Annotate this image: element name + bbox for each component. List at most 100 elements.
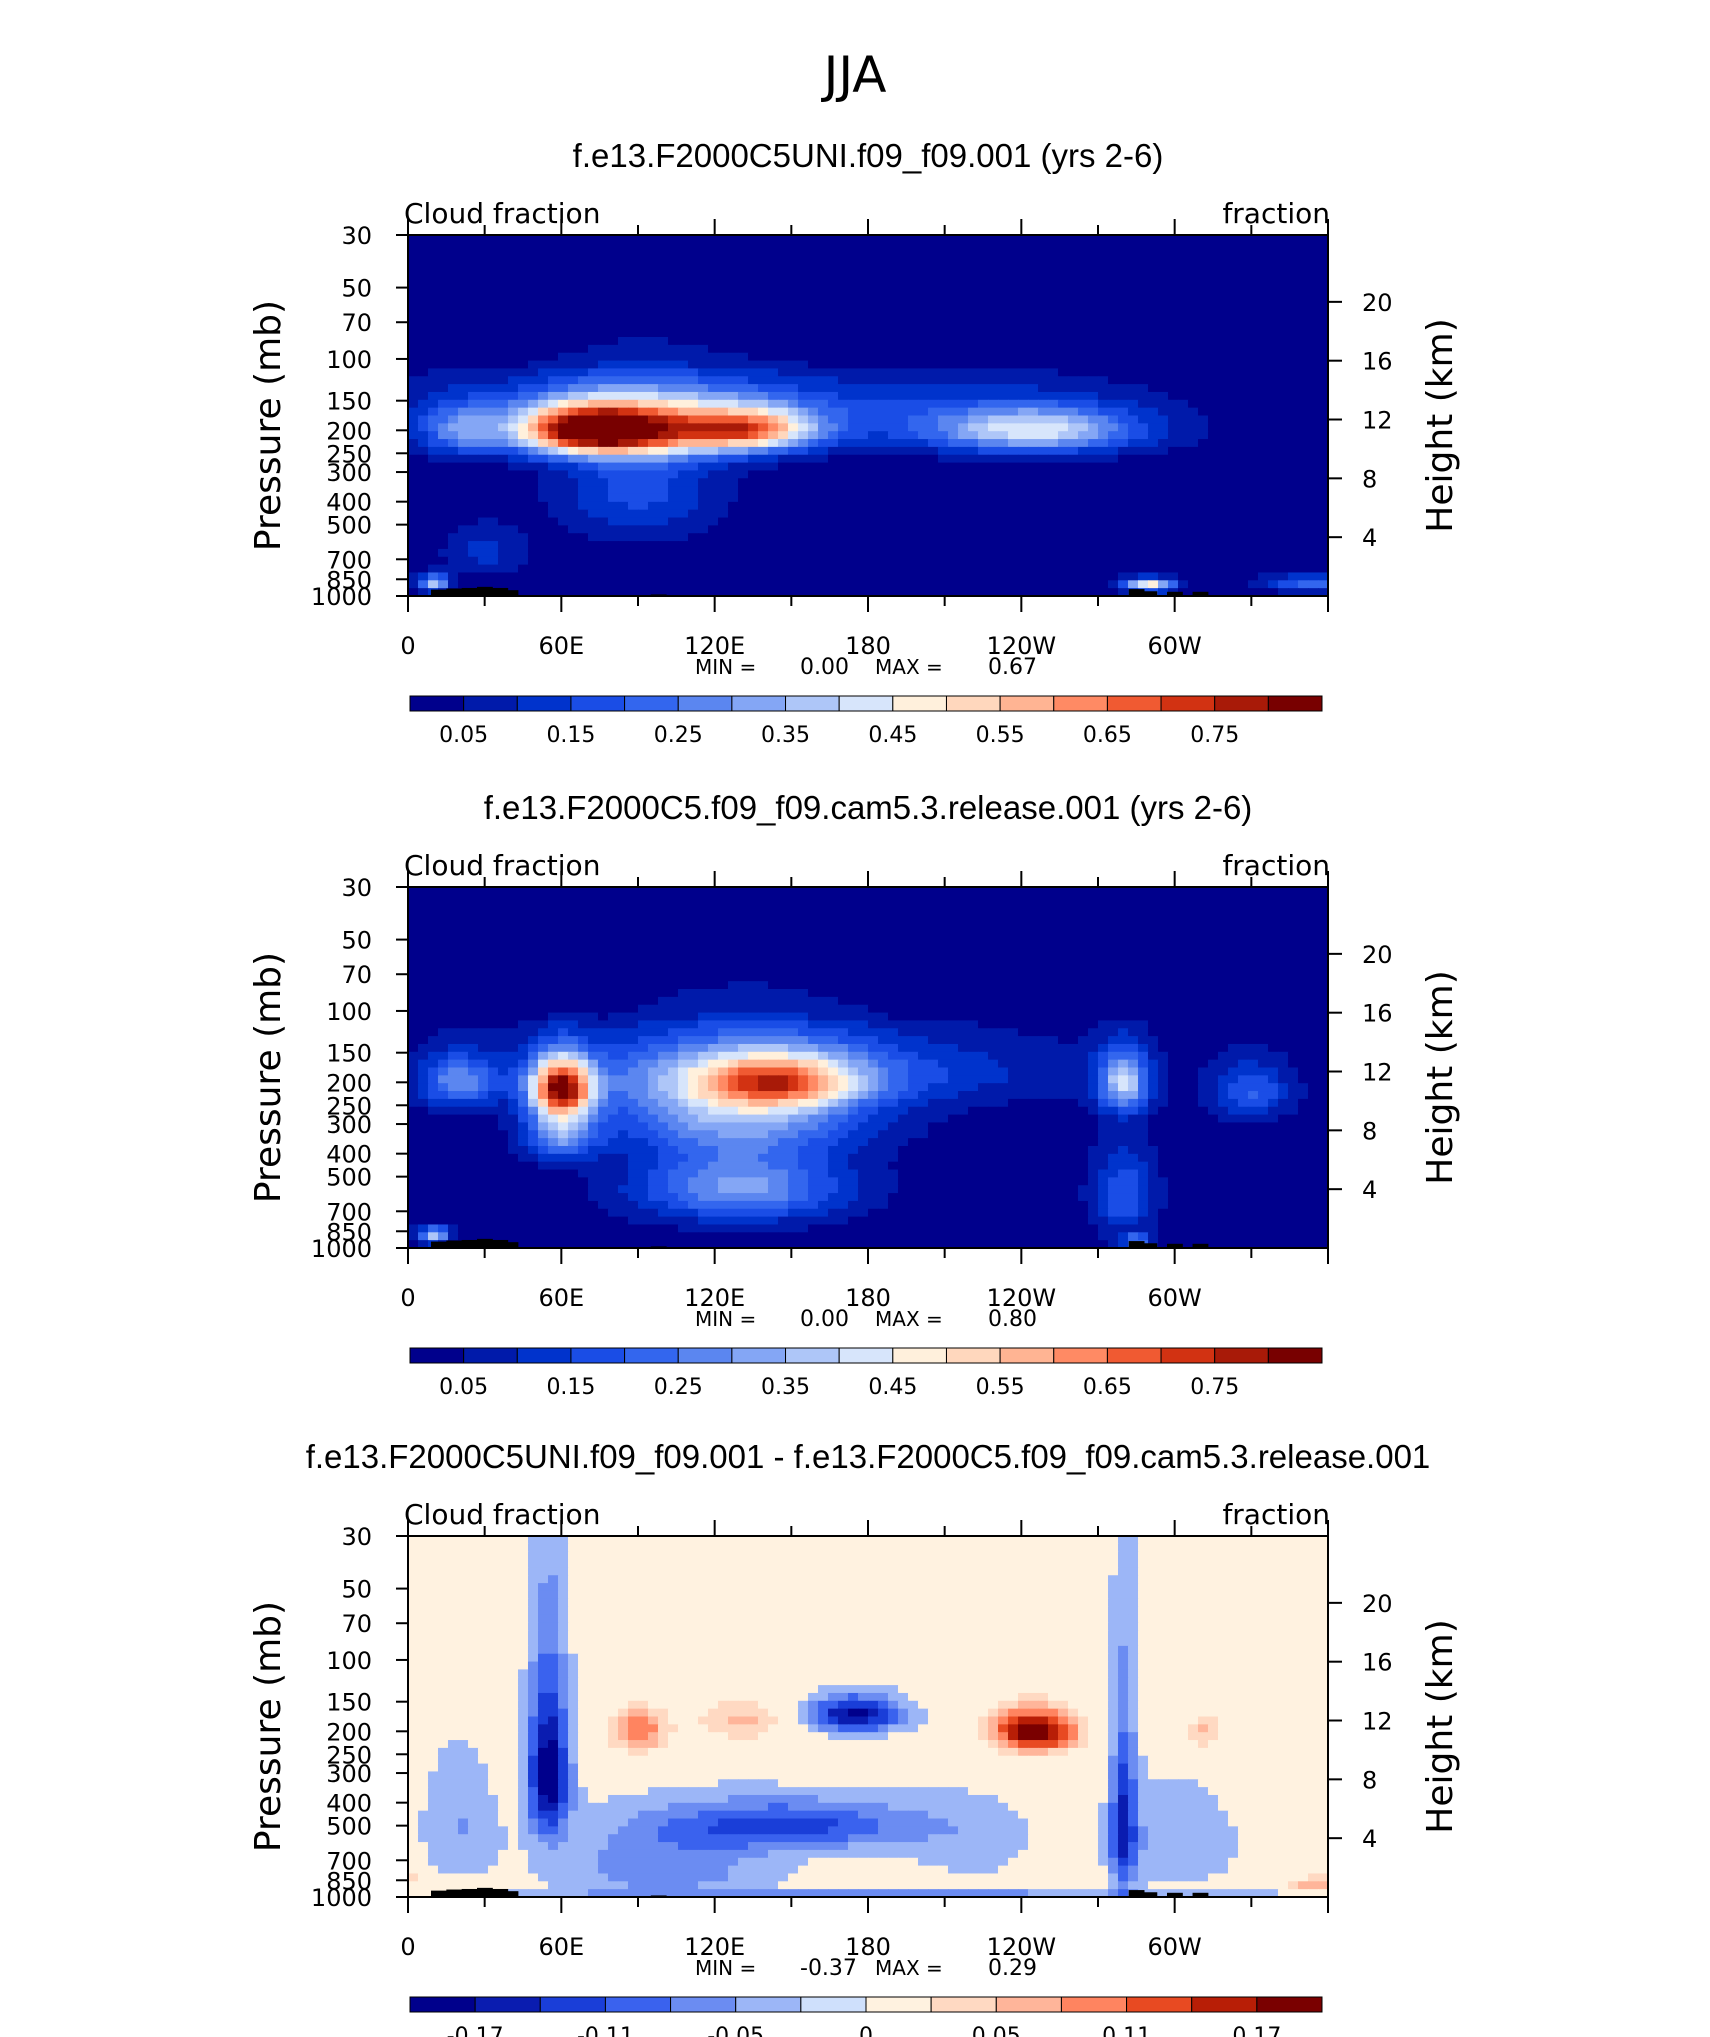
contour-cell [588, 470, 599, 479]
contour-cell [1128, 266, 1139, 275]
contour-cell [538, 486, 549, 495]
contour-cell [798, 580, 809, 589]
contour-cell [788, 548, 799, 558]
contour-cell [498, 446, 509, 456]
contour-cell [858, 274, 869, 283]
contour-cell [1308, 391, 1319, 401]
contour-cell [798, 446, 809, 456]
colorbar-swatch [731, 695, 787, 712]
contour-cell [628, 486, 639, 495]
contour-cell [438, 501, 449, 511]
contour-cell [918, 454, 929, 464]
contour-cell [998, 289, 1009, 299]
contour-cell [1248, 910, 1259, 919]
contour-cell [548, 525, 559, 534]
contour-cell [758, 250, 769, 260]
contour-cell [1078, 431, 1089, 440]
contour-cell [1008, 297, 1019, 307]
contour-cell [748, 910, 759, 919]
contour-cell [1168, 462, 1179, 472]
contour-cell [1288, 580, 1299, 589]
contour-cell [418, 887, 429, 896]
contour-cell [568, 910, 579, 919]
contour-cell [468, 517, 479, 526]
contour-cell [788, 894, 799, 904]
contour-cell [488, 415, 499, 424]
contour-cell [558, 533, 569, 542]
contour-cell [618, 384, 629, 393]
contour-cell [538, 462, 549, 472]
contour-cell [1268, 258, 1279, 267]
contour-cell [1298, 902, 1309, 912]
contour-cell [1308, 486, 1319, 495]
contour-cell [408, 305, 419, 315]
contour-cell [1318, 407, 1329, 417]
contour-cell [1258, 439, 1269, 448]
contour-cell [678, 360, 689, 370]
contour-cell [1068, 337, 1079, 346]
contour-cell [438, 548, 449, 558]
contour-cell [508, 478, 519, 487]
contour-cell [668, 423, 679, 432]
contour-cell [1288, 360, 1299, 370]
contour-cell [818, 517, 829, 526]
contour-cell [768, 235, 779, 244]
contour-cell [788, 258, 799, 267]
contour-cell [578, 478, 589, 487]
contour-cell [1318, 235, 1329, 244]
contour-cell [1008, 329, 1019, 338]
contour-cell [918, 289, 929, 299]
contour-cell [1288, 493, 1299, 503]
contour-cell [588, 580, 599, 589]
contour-cell [568, 446, 579, 456]
contour-cell [758, 407, 769, 417]
contour-cell [588, 376, 599, 385]
contour-cell [458, 556, 469, 566]
contour-cell [538, 282, 549, 291]
contour-cell [628, 556, 639, 566]
contour-cell [818, 501, 829, 511]
contour-cell [998, 548, 1009, 558]
contour-cell [908, 887, 919, 896]
contour-cell [978, 407, 989, 417]
contour-cell [1138, 431, 1149, 440]
contour-cell [788, 415, 799, 424]
contour-cell [1208, 391, 1219, 401]
contour-cell [718, 462, 729, 472]
contour-cell [1058, 509, 1069, 519]
contour-cell [1048, 297, 1059, 307]
contour-cell [568, 486, 579, 495]
contour-cell [918, 894, 929, 904]
contour-cell [578, 242, 589, 252]
contour-cell [928, 289, 939, 299]
contour-cell [1318, 399, 1329, 409]
contour-cell [788, 321, 799, 330]
contour-cell [778, 572, 789, 581]
contour-cell [528, 329, 539, 338]
contour-cell [588, 918, 599, 927]
contour-cell [828, 266, 839, 275]
contour-cell [848, 376, 859, 385]
contour-cell [738, 446, 749, 456]
contour-cell [1298, 352, 1309, 362]
contour-cell [998, 407, 1009, 417]
contour-cell [958, 564, 969, 574]
contour-cell [538, 894, 549, 904]
contour-cell [1228, 572, 1239, 581]
contour-cell [1148, 274, 1159, 283]
contour-cell [768, 478, 779, 487]
contour-cell [1188, 478, 1199, 487]
contour-cell [1098, 376, 1109, 385]
contour-cell [978, 462, 989, 472]
contour-cell [428, 399, 439, 409]
contour-cell [458, 415, 469, 424]
contour-cell [988, 439, 999, 448]
contour-cell [898, 588, 909, 597]
contour-cell [598, 509, 609, 519]
contour-cell [808, 423, 819, 432]
contour-cell [1168, 556, 1179, 566]
contour-cell [1128, 580, 1139, 589]
contour-cell [1128, 541, 1139, 550]
contour-cell [478, 486, 489, 495]
contour-cell [1168, 446, 1179, 456]
